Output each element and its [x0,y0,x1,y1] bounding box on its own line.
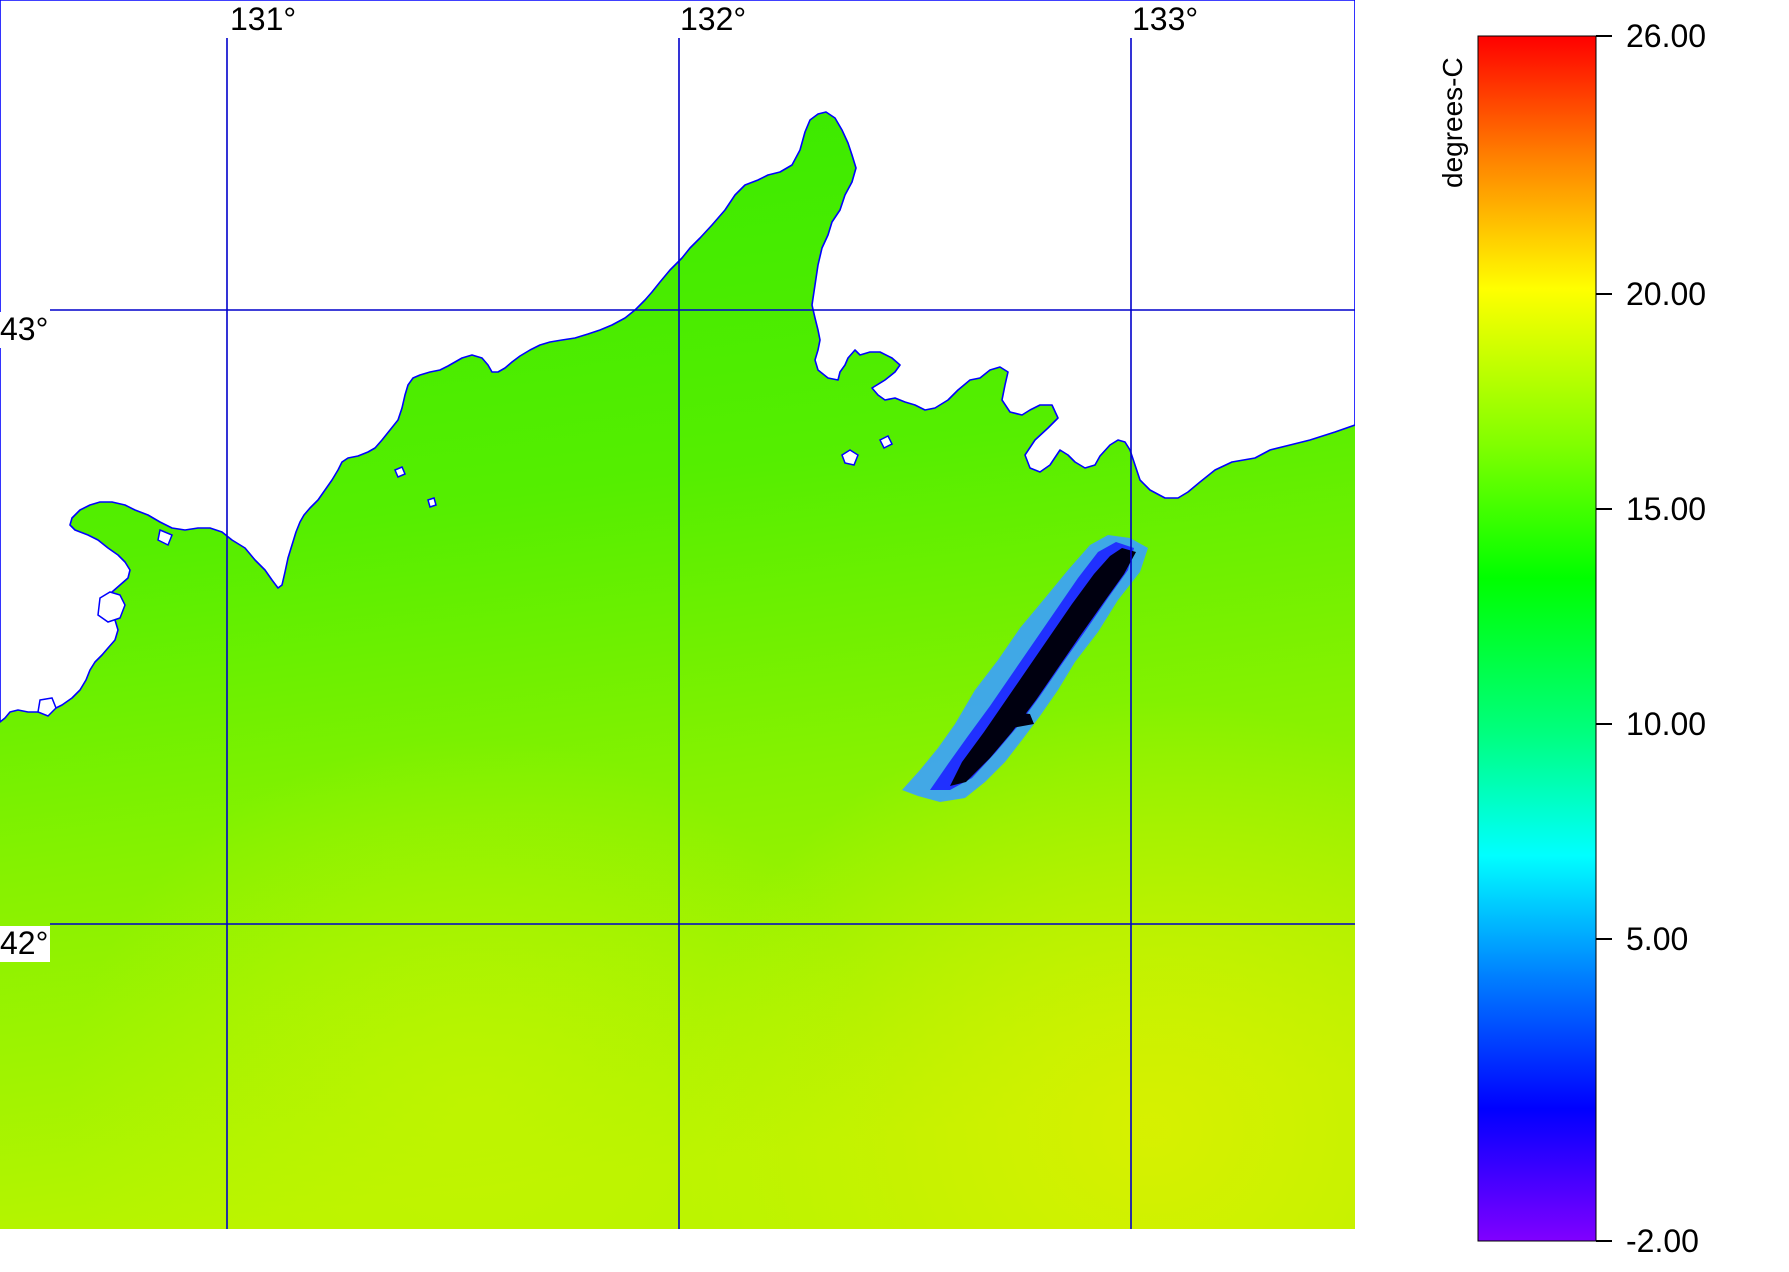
island [394,466,406,478]
colorbar-tick-label: -2.00 [1626,1223,1699,1259]
colorbar-tick-label: 15.00 [1626,491,1706,527]
colorbar-title: degrees-C [1437,57,1468,188]
island [878,434,894,450]
cold-streak-branch [996,712,1034,728]
cold-anomaly-streak [902,535,1148,802]
colorbar-gradient [1477,35,1597,1242]
latitude-label-bg [0,926,50,962]
island [841,449,859,466]
graticule [50,38,1355,1229]
island [97,591,126,623]
island [37,697,57,717]
map-panel [0,0,1355,1229]
longitude-label: 133° [1132,1,1198,37]
colorbar-tick-label: 26.00 [1626,18,1706,54]
longitude-label: 132° [680,1,746,37]
cold-streak-core [950,548,1136,786]
latitude-label: 43° [0,311,48,347]
latitude-label-bg [0,312,50,348]
colorbar: degrees-C 26.00 20.00 15.00 10.00 5.00 -… [1437,18,1706,1259]
land-mass [0,0,1355,723]
island [157,528,173,547]
colorbar-tick-label: 5.00 [1626,921,1688,957]
colorbar-ticks [1596,35,1612,1242]
latitude-label: 42° [0,925,48,961]
colorbar-tick-label: 10.00 [1626,706,1706,742]
colorbar-tick-label: 20.00 [1626,276,1706,312]
longitude-label: 131° [230,1,296,37]
island [427,497,437,508]
